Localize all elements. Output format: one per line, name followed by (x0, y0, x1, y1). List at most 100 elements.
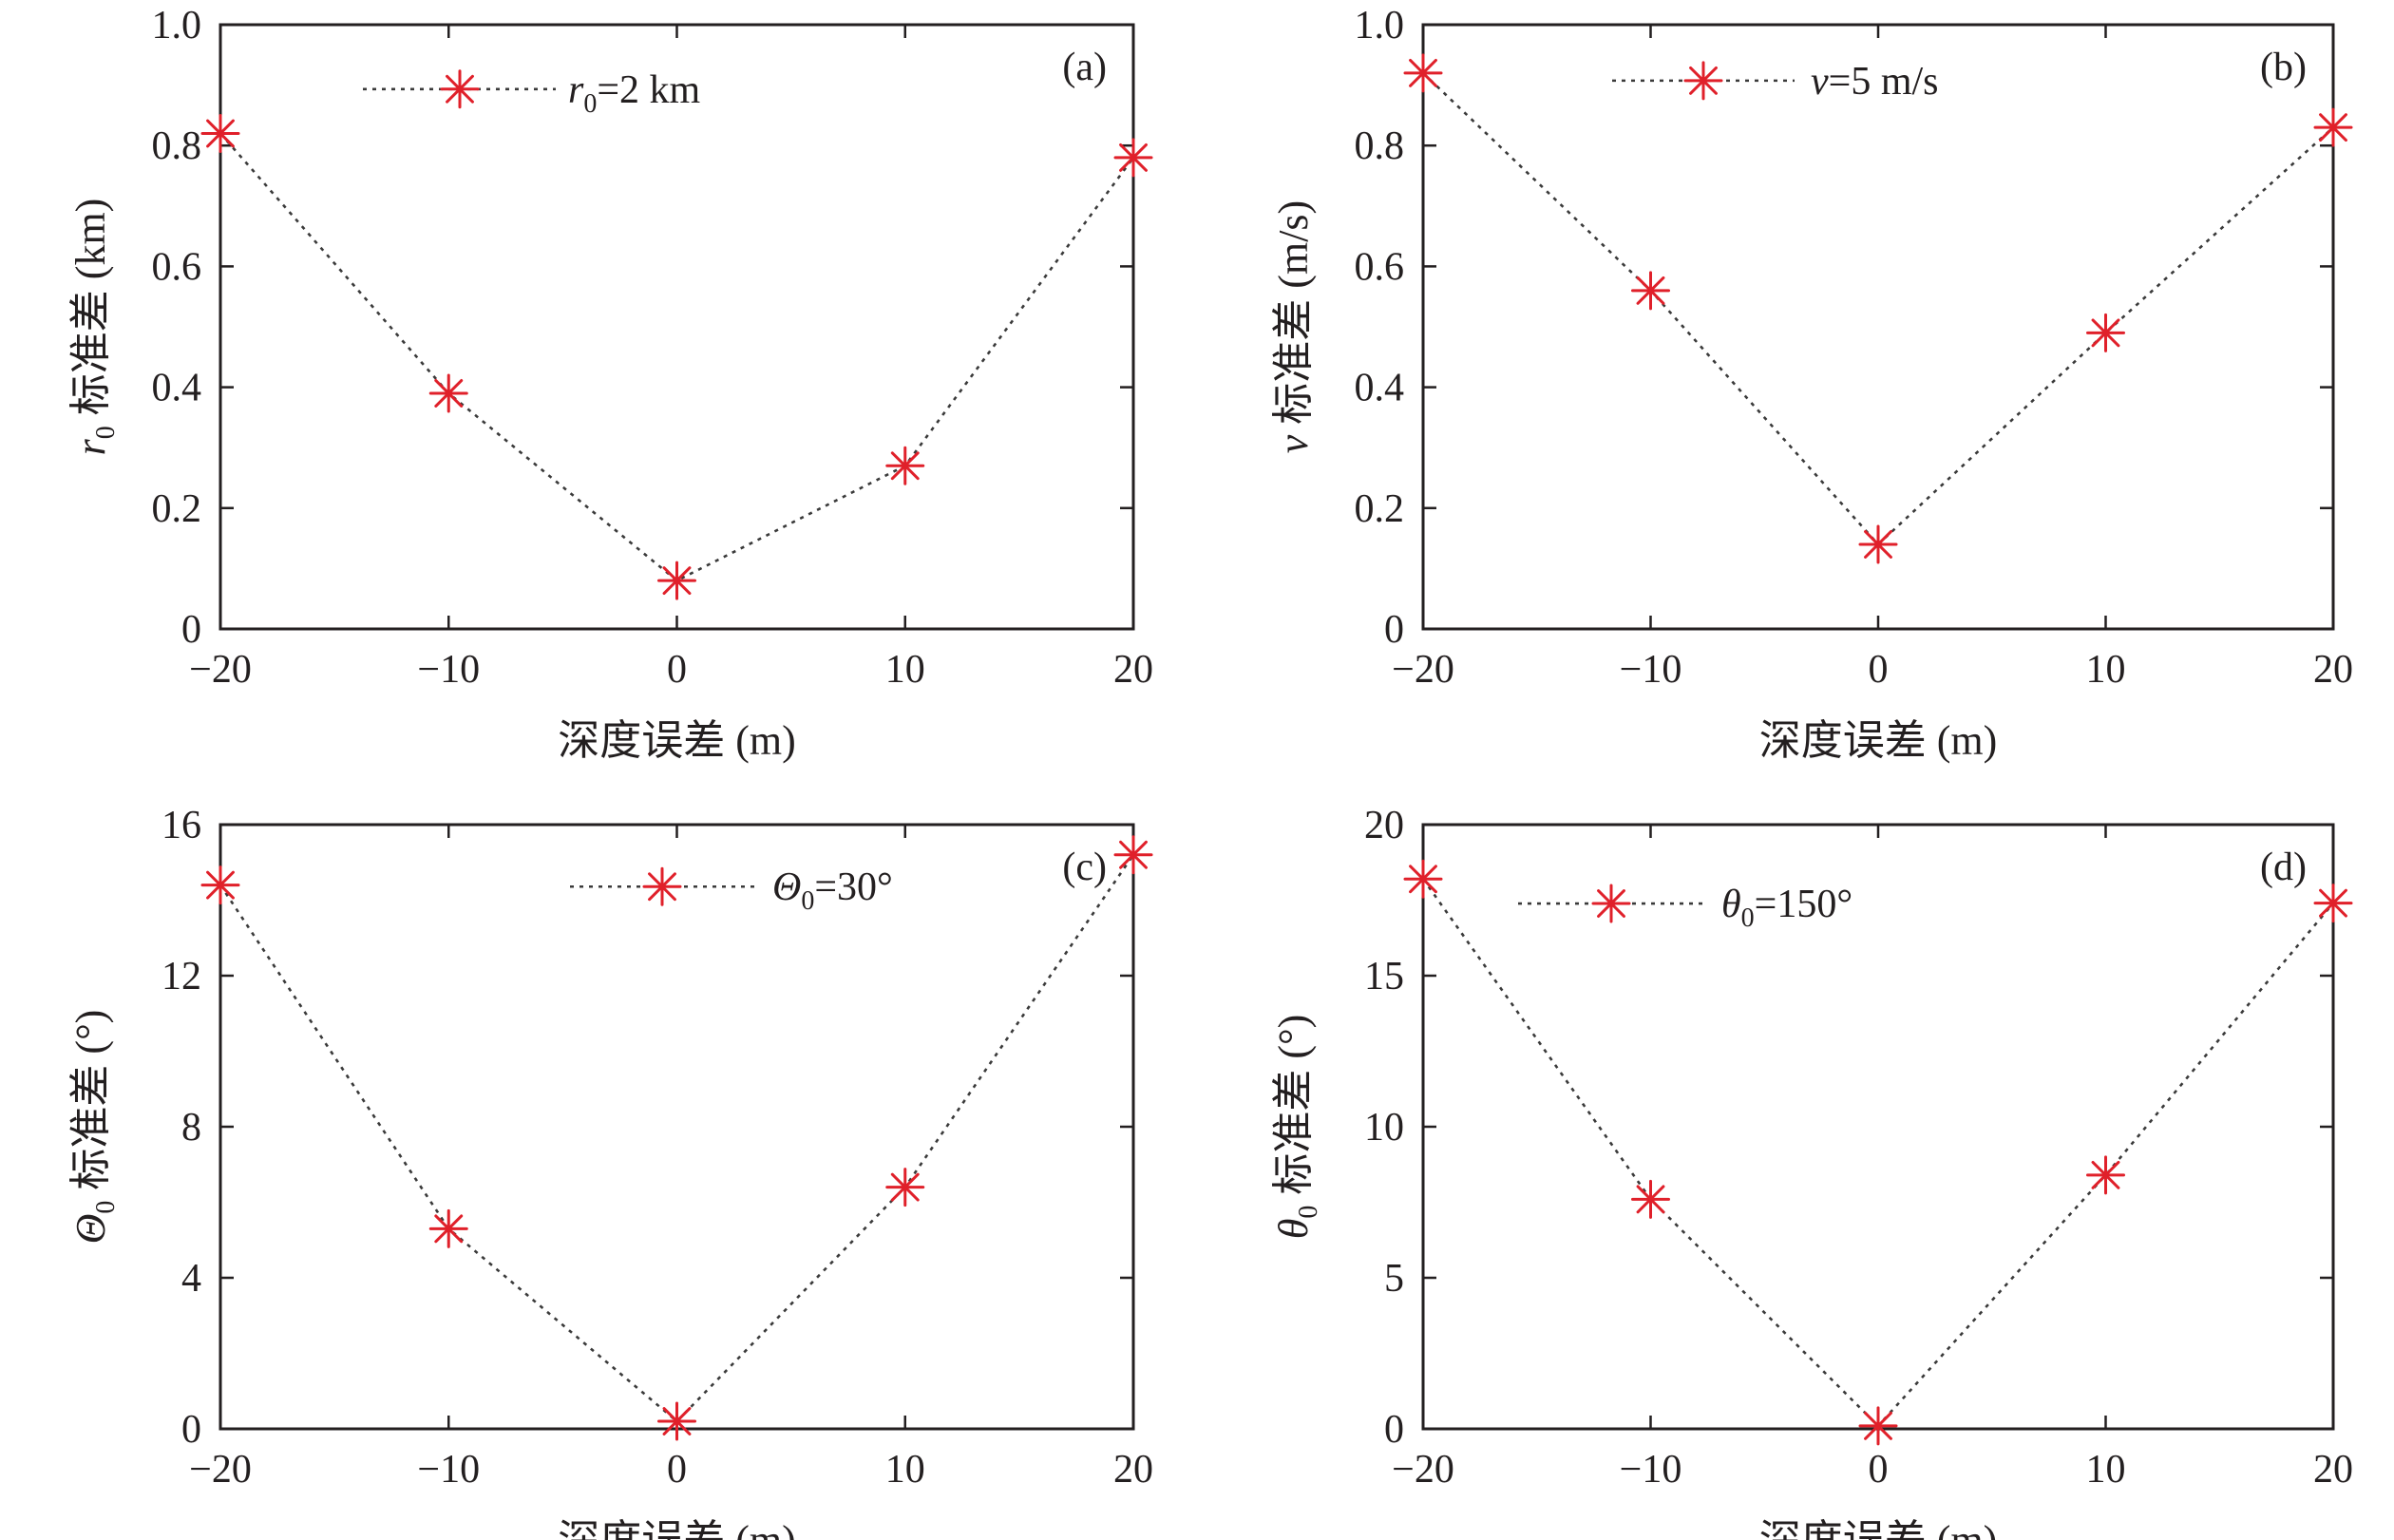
legend-value: =2 km (597, 68, 700, 112)
plot-frame (218, 823, 1135, 1431)
marker-stroke (1597, 889, 1625, 918)
marker-stroke (2319, 888, 2347, 918)
marker-stroke (648, 872, 676, 902)
series-line (1422, 71, 2334, 546)
legend: r0=2 km (363, 68, 701, 119)
marker-stroke (446, 74, 474, 104)
x-axis-label: 深度误差 (m) (1759, 717, 1998, 764)
y-tick-label: 5 (1384, 1257, 1404, 1301)
marker-stroke (434, 379, 464, 408)
legend-subscript: 0 (801, 886, 814, 916)
legend-marker (642, 866, 682, 906)
legend-value: =5 m/s (1829, 60, 1939, 104)
x-tick-label: 20 (2313, 1448, 2353, 1492)
marker-stroke (1689, 66, 1718, 95)
x-tick-label: −20 (189, 648, 252, 692)
data-point-marker (657, 1401, 696, 1441)
y-tick-label: 20 (1364, 804, 1404, 847)
legend: Θ0=30° (570, 865, 893, 916)
y-axis-label-symbol: θ (1270, 1219, 1317, 1240)
data-point-marker (1403, 859, 1443, 899)
y-axis-label-subscript: 0 (1294, 1206, 1323, 1219)
series-line (218, 854, 1135, 1423)
data-point-marker (1631, 271, 1670, 311)
y-tick-label: 15 (1364, 955, 1404, 998)
marker-stroke (1119, 143, 1148, 172)
marker-stroke (1864, 530, 1892, 559)
marker-stroke (890, 451, 920, 481)
panel-tag: (c) (1062, 846, 1107, 889)
data-point-marker (200, 113, 240, 153)
legend-text: θ0=150° (1721, 883, 1852, 933)
legend-marker (440, 69, 480, 109)
y-axis-label-symbol: Θ (67, 1214, 114, 1245)
panel-tag: (b) (2260, 46, 2307, 89)
y-tick-label: 0 (181, 608, 201, 652)
legend-text: Θ0=30° (772, 865, 893, 916)
x-tick-label: 0 (1869, 1448, 1889, 1492)
y-tick-label: 0.2 (1355, 487, 1405, 531)
series-line (219, 132, 1135, 582)
x-tick-label: 10 (885, 648, 925, 692)
data-point-marker (1858, 524, 1898, 564)
marker-stroke (206, 119, 235, 148)
marker-stroke (1864, 1411, 1892, 1440)
x-axis-label: 深度误差 (m) (1759, 1517, 1998, 1540)
y-tick-label: 1.0 (152, 4, 202, 48)
data-point-marker (1858, 1406, 1898, 1446)
y-tick-label: 0.8 (152, 124, 202, 168)
y-axis-label-symbol: v (1270, 434, 1317, 453)
x-tick-label: −20 (1392, 648, 1454, 692)
x-tick-label: 10 (2086, 1448, 2126, 1492)
y-tick-label: 0.6 (1355, 245, 1405, 289)
y-tick-label: 4 (181, 1257, 201, 1301)
plot-frame (218, 23, 1135, 631)
x-axis-label: 深度误差 (m) (558, 717, 796, 764)
y-tick-label: 0.6 (152, 245, 202, 289)
y-tick-label: 8 (181, 1106, 201, 1150)
y-tick-label: 0.4 (1355, 367, 1405, 410)
x-tick-label: 0 (667, 648, 687, 692)
chart-panel-b: −20 −10 0 10 20 0 0.2 0.4 0.6 0.8 1.0 深度误差 (m) v 标准差… (1270, 4, 2353, 764)
legend-marker (1591, 884, 1631, 923)
data-point-marker (428, 373, 468, 413)
data-point-marker (1113, 835, 1153, 875)
marker-stroke (1636, 1185, 1665, 1214)
legend-subscript: 0 (583, 89, 597, 119)
y-axis-label-text: 标准差 (°) (67, 1010, 114, 1201)
y-tick-label: 1.0 (1355, 4, 1405, 48)
data-point-marker (885, 446, 925, 485)
y-tick-label: 16 (162, 804, 201, 847)
panel-tag: (d) (2260, 846, 2307, 889)
x-tick-label: −10 (417, 1448, 480, 1492)
legend-symbol: Θ (772, 865, 801, 909)
y-tick-label: 10 (1364, 1106, 1404, 1150)
x-tick-label: −20 (1392, 1448, 1454, 1492)
series-line (1421, 878, 2334, 1428)
marker-stroke (2091, 318, 2120, 348)
marker-stroke (1409, 58, 1437, 87)
y-axis-label-symbol: r (67, 438, 114, 455)
x-tick-label: 10 (2086, 648, 2126, 692)
data-point-marker (885, 1168, 925, 1207)
y-tick-label: 0 (1384, 608, 1404, 652)
plot-frame (1421, 823, 2335, 1431)
data-point-marker (657, 561, 696, 600)
marker-stroke (1409, 865, 1437, 894)
y-axis-label: Θ0 标准差 (°) (67, 1010, 121, 1245)
y-axis-label-subscript: 0 (91, 426, 121, 439)
y-axis-label: θ0 标准差 (°) (1270, 1015, 1323, 1240)
y-axis-label-text: 标准差 (°) (1270, 1015, 1317, 1206)
y-axis-label-text: 标准差 (km) (67, 199, 114, 427)
x-tick-label: −10 (1620, 1448, 1682, 1492)
y-axis-label: r0 标准差 (km) (67, 199, 121, 456)
legend-text: v=5 m/s (1811, 60, 1939, 104)
marker-stroke (662, 566, 692, 596)
y-axis-label: v 标准差 (m/s) (1270, 200, 1317, 453)
marker-stroke (662, 1407, 692, 1435)
data-point-marker (1631, 1179, 1670, 1219)
x-tick-label: 10 (885, 1448, 925, 1492)
marker-stroke (890, 1172, 920, 1202)
chart-panel-c: −20−10010200481216深度误差 (m)Θ0 标准差 (°)(c)Θ… (67, 804, 1153, 1540)
